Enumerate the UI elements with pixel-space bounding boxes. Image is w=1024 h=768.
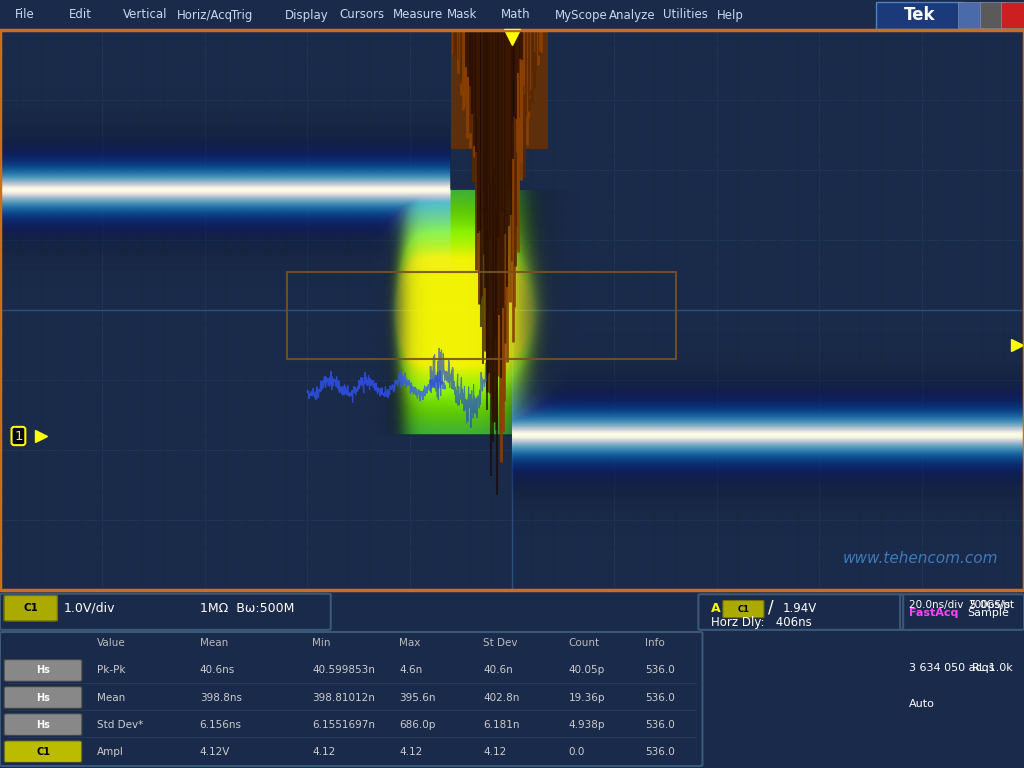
- Text: Vertical: Vertical: [123, 8, 168, 22]
- Text: Horz Dly:   406ns: Horz Dly: 406ns: [711, 615, 811, 628]
- Text: C1: C1: [36, 746, 50, 756]
- FancyBboxPatch shape: [4, 741, 82, 763]
- Text: 4.12: 4.12: [312, 746, 336, 756]
- Text: 536.0: 536.0: [645, 693, 675, 703]
- FancyBboxPatch shape: [4, 687, 82, 708]
- Text: 1: 1: [14, 429, 23, 442]
- Text: Hs: Hs: [36, 665, 50, 676]
- Text: 6.156ns: 6.156ns: [200, 720, 242, 730]
- Bar: [451, 30, 548, 149]
- Text: 398.8ns: 398.8ns: [200, 693, 242, 703]
- Text: Mask: Mask: [447, 8, 477, 22]
- FancyBboxPatch shape: [4, 713, 82, 736]
- Bar: [287, 272, 676, 359]
- Text: Auto: Auto: [909, 699, 935, 709]
- Text: 402.8n: 402.8n: [483, 693, 520, 703]
- Text: 4.12: 4.12: [399, 746, 423, 756]
- Text: Count: Count: [568, 638, 599, 648]
- Text: MyScope: MyScope: [555, 8, 607, 22]
- Text: 6.1551697n: 6.1551697n: [312, 720, 376, 730]
- Text: Display: Display: [285, 8, 329, 22]
- Text: 536.0: 536.0: [645, 665, 675, 676]
- Text: File: File: [15, 8, 35, 22]
- Text: 20.0ns/div  5.0GS/s: 20.0ns/div 5.0GS/s: [909, 600, 1011, 610]
- Text: 40.599853n: 40.599853n: [312, 665, 375, 676]
- Text: 4.938p: 4.938p: [568, 720, 605, 730]
- Text: C1: C1: [24, 603, 38, 613]
- Text: Math: Math: [501, 8, 530, 22]
- Text: 19.36p: 19.36p: [568, 693, 605, 703]
- Text: 536.0: 536.0: [645, 720, 675, 730]
- Text: Hs: Hs: [36, 720, 50, 730]
- Text: Value: Value: [97, 638, 126, 648]
- Text: C1: C1: [737, 604, 750, 614]
- Text: Analyze: Analyze: [609, 8, 655, 22]
- Bar: [1001, 2, 1024, 28]
- Text: Cursors: Cursors: [339, 8, 384, 22]
- Text: Help: Help: [717, 8, 743, 22]
- Text: 398.81012n: 398.81012n: [312, 693, 375, 703]
- Text: 686.0p: 686.0p: [399, 720, 436, 730]
- Text: 6.181n: 6.181n: [483, 720, 520, 730]
- Text: 40.05p: 40.05p: [568, 665, 604, 676]
- Text: Trig: Trig: [231, 8, 253, 22]
- Text: 1.0V/div: 1.0V/div: [63, 601, 115, 614]
- Text: RL:1.0k: RL:1.0k: [972, 664, 1014, 674]
- Text: 4.12V: 4.12V: [200, 746, 230, 756]
- Text: Min: Min: [312, 638, 331, 648]
- Text: 395.6n: 395.6n: [399, 693, 436, 703]
- Text: Std Dev*: Std Dev*: [97, 720, 143, 730]
- Text: 3 634 050 acqs: 3 634 050 acqs: [909, 664, 994, 674]
- Text: 536.0: 536.0: [645, 746, 675, 756]
- Bar: [958, 2, 983, 28]
- Text: Info: Info: [645, 638, 665, 648]
- Text: Measure: Measure: [393, 8, 443, 22]
- Text: /: /: [768, 599, 773, 617]
- Text: Horiz/Acq: Horiz/Acq: [177, 8, 233, 22]
- Text: Edit: Edit: [70, 8, 92, 22]
- Text: 200ps/pt: 200ps/pt: [968, 600, 1014, 610]
- Bar: [980, 2, 1005, 28]
- FancyBboxPatch shape: [723, 601, 764, 617]
- Text: 4.12: 4.12: [483, 746, 507, 756]
- Text: 0.0: 0.0: [568, 746, 585, 756]
- Bar: [876, 2, 963, 28]
- Text: Mean: Mean: [97, 693, 126, 703]
- Text: A: A: [711, 601, 720, 614]
- FancyBboxPatch shape: [4, 595, 57, 621]
- Text: Sample: Sample: [968, 608, 1010, 618]
- Text: Ampl: Ampl: [97, 746, 124, 756]
- Text: 40.6n: 40.6n: [483, 665, 513, 676]
- Text: Tek: Tek: [904, 6, 935, 24]
- Text: 40.6ns: 40.6ns: [200, 665, 234, 676]
- Text: 1MΩ  Bω:500M: 1MΩ Bω:500M: [200, 601, 294, 614]
- Text: 4.6n: 4.6n: [399, 665, 423, 676]
- Text: Mean: Mean: [200, 638, 228, 648]
- Text: Pk-Pk: Pk-Pk: [97, 665, 126, 676]
- Text: St Dev: St Dev: [483, 638, 518, 648]
- Text: Max: Max: [399, 638, 421, 648]
- Text: Hs: Hs: [36, 693, 50, 703]
- Text: Utilities: Utilities: [663, 8, 708, 22]
- FancyBboxPatch shape: [4, 660, 82, 681]
- Text: FastAcq: FastAcq: [909, 608, 958, 618]
- Text: www.tehencom.com: www.tehencom.com: [843, 551, 998, 566]
- Text: 1.94V: 1.94V: [782, 601, 816, 614]
